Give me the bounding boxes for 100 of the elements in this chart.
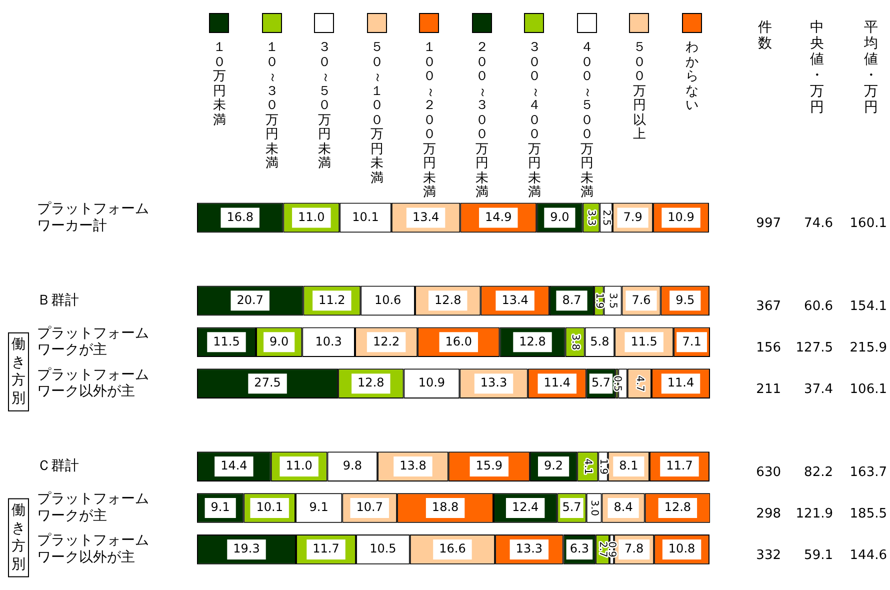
data-label: 10.6	[374, 292, 402, 307]
text: 82.2	[804, 464, 833, 480]
data-label: 10.9	[668, 210, 694, 224]
data-label: 3.8	[569, 334, 580, 350]
data-label: 10.7	[356, 500, 383, 514]
data-label: 11.0	[298, 210, 325, 224]
data-label: 11.7	[666, 458, 693, 473]
text: 平均値・万円	[863, 20, 878, 116]
text: 106.1	[850, 382, 887, 397]
data-label: 16.6	[439, 542, 466, 556]
y-tick-label: プラットフォームワークが主	[37, 325, 149, 358]
data-label: 9.1	[309, 500, 328, 514]
text: 127.5	[796, 340, 833, 356]
data-label: 11.0	[286, 458, 312, 473]
data-label: 5.8	[590, 334, 610, 348]
data-label: 13.3	[480, 376, 508, 390]
text: 60.6	[804, 299, 833, 314]
text: 185.5	[850, 506, 887, 522]
text: 997	[756, 216, 781, 232]
data-label: 10.8	[668, 542, 696, 556]
text: ５０～１００万円未満	[370, 40, 385, 186]
legend-label: １０万円未満	[212, 40, 226, 128]
data-label: 8.1	[619, 458, 638, 473]
data-label: 9.0	[270, 334, 289, 348]
data-label: 12.4	[512, 500, 539, 514]
data-label: 11.5	[213, 334, 240, 348]
text: ２００～３００万円未満	[475, 40, 490, 200]
data-label: 11.5	[630, 334, 658, 348]
data-label: 7.9	[623, 210, 642, 224]
data-label: 6.3	[570, 542, 589, 556]
data-label: 18.8	[432, 500, 459, 514]
text: ３００～４００万円未満	[528, 40, 542, 200]
data-label: 3.0	[588, 500, 600, 516]
legend-label: わからない	[685, 40, 698, 114]
data-label: 12.8	[358, 376, 384, 390]
data-label: 5.7	[562, 500, 582, 514]
data-label: 13.4	[502, 292, 528, 307]
data-label: 5.7	[591, 376, 611, 390]
text: 630	[756, 464, 781, 480]
data-label: 14.9	[485, 210, 512, 224]
text: 332	[756, 548, 781, 563]
text: 働き方別	[12, 502, 26, 572]
data-label: 1.9	[593, 292, 604, 309]
y-tick-label: プラットフォームワーク以外が主	[37, 532, 149, 566]
text: 154.1	[850, 299, 887, 314]
data-label: 11.4	[667, 376, 694, 390]
y-tick-label: Ｃ群計	[37, 458, 79, 474]
data-label: 4.7	[634, 376, 645, 392]
data-label: 13.4	[412, 210, 440, 224]
text: ３０～５０万円未満	[318, 40, 332, 171]
data-label: 12.8	[519, 334, 546, 348]
data-label: 11.7	[312, 542, 340, 556]
y-tick-label: プラットフォームワーカー計	[37, 200, 149, 234]
text: 144.6	[850, 548, 887, 563]
text: １００～２００万円未満	[422, 40, 438, 200]
text: 59.1	[804, 548, 833, 563]
data-label: 4.1	[582, 458, 594, 474]
data-label: 10.1	[256, 500, 283, 514]
data-label: 20.7	[236, 292, 264, 307]
data-label: 8.4	[614, 500, 633, 514]
data-label: 13.3	[516, 542, 543, 556]
y-tick-label: プラットフォームワークが主	[37, 491, 149, 524]
text: 160.1	[850, 216, 887, 232]
data-label: 11.4	[544, 376, 570, 390]
data-label: 3.5	[607, 292, 618, 309]
text: 163.7	[850, 464, 887, 480]
data-label: 7.8	[624, 542, 644, 556]
data-label: 16.0	[445, 334, 472, 348]
data-label: 12.8	[664, 500, 692, 514]
text: 74.6	[804, 216, 833, 232]
text: 中央値・万円	[810, 20, 824, 116]
data-label: 12.8	[434, 292, 462, 307]
data-label: 9.2	[544, 458, 564, 473]
text: 件数	[758, 20, 772, 52]
data-label: 2.5	[600, 210, 612, 226]
data-label: 10.5	[370, 542, 396, 556]
data-label: 3.3	[586, 210, 597, 226]
text: 156	[756, 340, 781, 356]
data-label: 2.7	[596, 542, 608, 558]
text: １０～３０万円未満	[265, 40, 280, 171]
text: 215.9	[850, 340, 887, 356]
text: 367	[756, 299, 781, 314]
text: ４００～５００万円未満	[580, 40, 595, 200]
legend-label: ５００万円以上	[632, 40, 646, 142]
data-label: 7.1	[682, 334, 702, 348]
text: 働き方別	[12, 336, 26, 407]
data-label: 10.1	[352, 210, 379, 224]
data-label: 9.8	[342, 458, 362, 473]
data-label: 12.2	[372, 334, 400, 348]
data-label: 13.8	[400, 458, 426, 473]
data-label: 19.3	[233, 542, 260, 556]
text: 298	[756, 506, 781, 522]
text: 211	[756, 382, 781, 397]
data-label: 10.3	[315, 334, 342, 348]
data-label: 11.2	[318, 292, 346, 307]
data-label: 1.9	[597, 458, 608, 474]
data-label: 14.4	[220, 458, 248, 473]
data-label: 7.6	[632, 292, 651, 307]
text: 121.9	[796, 506, 833, 522]
text: 37.4	[804, 382, 833, 397]
